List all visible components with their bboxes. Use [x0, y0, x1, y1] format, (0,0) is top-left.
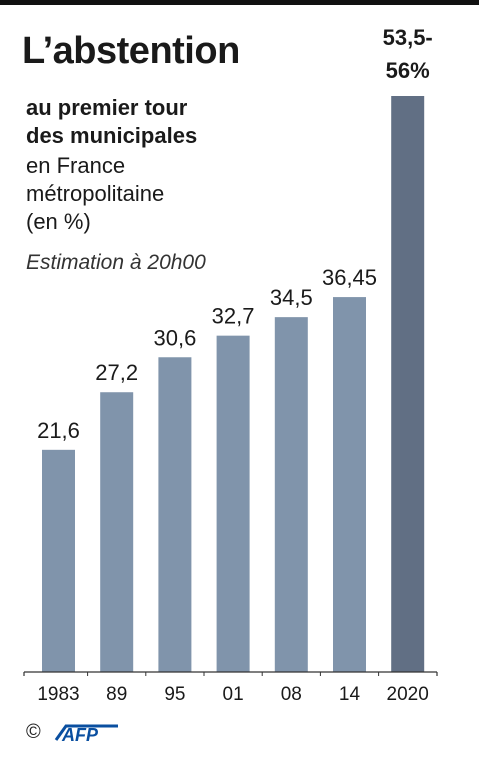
bar-01: [216, 335, 250, 672]
x-tick-label-95: 95: [164, 684, 185, 705]
value-label-14: 36,45: [322, 265, 377, 290]
value-label-08: 34,5: [270, 285, 313, 310]
value-label-2020-0: 53,5-: [383, 25, 433, 50]
value-label-95: 30,6: [153, 325, 196, 350]
estimation-note: Estimation à 20h00: [26, 251, 206, 274]
subtitle-line-3: en France: [26, 153, 126, 178]
value-label-1983: 21,6: [37, 418, 80, 443]
bar-14: [333, 297, 366, 672]
bar-89: [100, 392, 134, 672]
x-tick-label-1983: 1983: [37, 684, 79, 705]
value-label-01: 32,7: [212, 304, 255, 329]
subtitle-line-4: métropolitaine: [26, 181, 165, 206]
x-tick-label-2020: 2020: [387, 684, 429, 705]
bar-95: [158, 357, 192, 672]
copyright-symbol: ©: [26, 721, 41, 743]
afp-logo: AFP: [54, 724, 118, 745]
bar-1983: [42, 449, 75, 672]
subtitle-line-5: (en %): [26, 209, 91, 234]
x-tick-label-89: 89: [106, 684, 127, 705]
subtitle-line-1: au premier tour: [26, 95, 188, 120]
value-label-89: 27,2: [95, 360, 138, 385]
afp-logo-text: AFP: [61, 725, 99, 745]
subtitle-line-2: des municipales: [26, 123, 198, 148]
bar-2020: [391, 96, 425, 672]
x-tick-label-01: 01: [223, 684, 244, 705]
chart-title: L’abstention: [22, 30, 240, 72]
value-label-2020-1: 56%: [386, 58, 430, 83]
x-tick-label-14: 14: [339, 684, 361, 705]
x-tick-label-08: 08: [281, 684, 302, 705]
top-rule: [0, 0, 479, 5]
bar-08: [274, 317, 308, 672]
